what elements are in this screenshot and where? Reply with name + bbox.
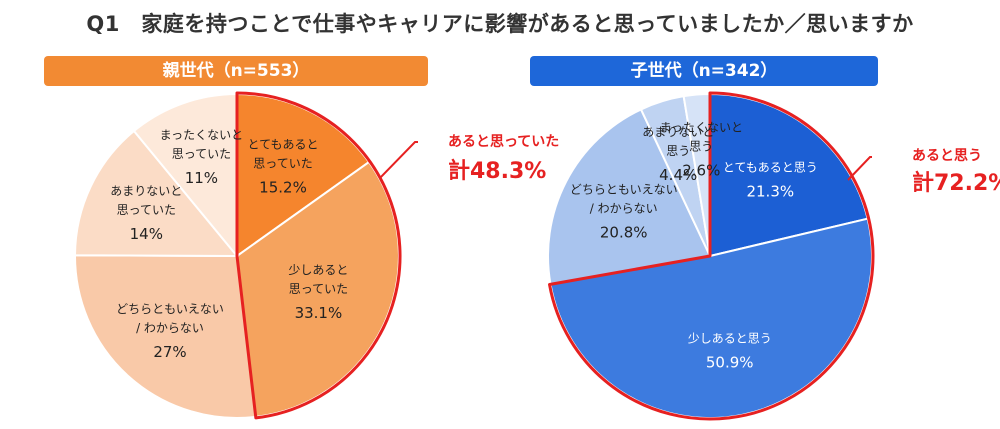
- parent-slice-2-category-line-2: 思っていた: [289, 282, 348, 296]
- child-slice-4-value-label: 4.4%: [659, 166, 697, 184]
- parent-slice-3: [73, 254, 257, 419]
- child-generation-banner: 子世代（n=342）: [530, 56, 878, 86]
- page-title: Q1 家庭を持つことで仕事やキャリアに影響があると思っていましたか／思いますか: [86, 12, 914, 36]
- child-slice-3: [547, 108, 712, 286]
- child-slice-3-category-line-1: どちらともいえない: [570, 182, 678, 196]
- parent-slice-4-value-label: 14%: [130, 225, 163, 243]
- parent-slice-5-category-line-1: まったくないと: [160, 128, 244, 142]
- child-slice-1-value-label: 21.3%: [746, 182, 794, 200]
- parent-highlight-outline: [235, 91, 402, 420]
- parent-slice-4-category-line-1: あまりないと: [110, 184, 182, 198]
- parent-slice-1-category-line-1: とてもあると: [247, 138, 318, 152]
- parent-slice-4: [73, 129, 240, 258]
- parent-slice-2-value-label: 33.1%: [295, 304, 343, 322]
- child-slice-5-category-line-1: まったくないと: [660, 120, 744, 134]
- parent-callout-total: 計48.3%: [448, 158, 546, 184]
- child-slice-5-category-line-2: 思う: [689, 139, 713, 153]
- child-slice-1-category-line-1: とてもあると思う: [723, 160, 818, 174]
- parent-generation-banner: 親世代（n=553）: [44, 56, 428, 86]
- parent-slice-1-value-label: 15.2%: [259, 179, 307, 197]
- parent-slice-3-category-line-1: どちらともいえない: [116, 302, 224, 316]
- parent-slice-3-value-label: 27%: [153, 343, 186, 361]
- child-slice-2-category-line-1: 少しあると思う: [688, 332, 772, 346]
- parent-slice-1-category-line-2: 思っていた: [253, 157, 312, 171]
- child-slice-3-category-line-2: / わからない: [590, 201, 658, 215]
- parent-slice-5-value-label: 11%: [185, 169, 218, 187]
- child-highlight-outline: [548, 91, 875, 421]
- child-callout-total: 計72.2%: [912, 170, 1000, 196]
- child-callout-label: あると思う: [912, 148, 982, 164]
- parent-slice-3-category-line-2: / わからない: [136, 321, 204, 335]
- child-slice-3-value-label: 20.8%: [600, 223, 648, 241]
- child-slice-4-category-line-1: あまりないと: [642, 125, 714, 139]
- parent-callout-line: [379, 141, 418, 179]
- parent-slice-4-category-line-2: 思っていた: [117, 203, 176, 217]
- child-slice-4-category-line-2: 思う: [666, 144, 690, 158]
- parent-callout-label: あると思っていた: [448, 134, 559, 150]
- parent-slice-2-category-line-1: 少しあると: [288, 263, 348, 277]
- child-callout-line: [847, 156, 872, 181]
- child-slice-5-value-label: 2.6%: [682, 161, 720, 179]
- parent-slice-5-category-line-2: 思っていた: [172, 147, 231, 161]
- parent-slice-5: [132, 92, 238, 259]
- child-slice-2-value-label: 50.9%: [706, 354, 754, 372]
